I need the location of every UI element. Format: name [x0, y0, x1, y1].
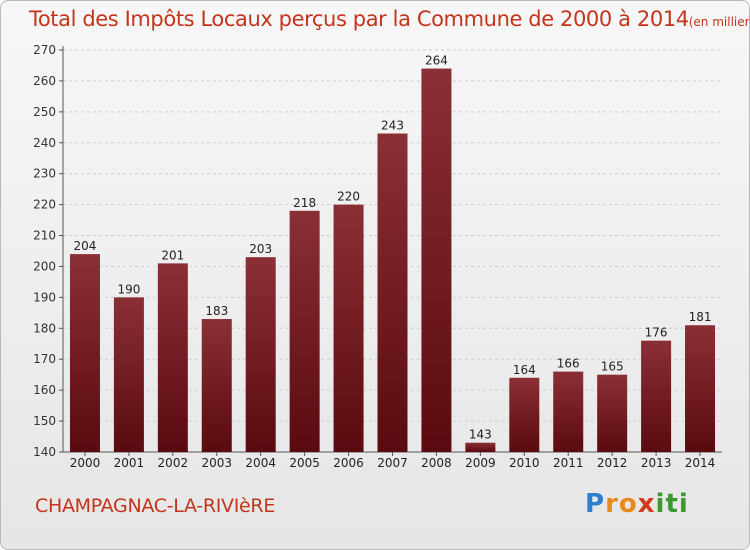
- x-tick-label: 2007: [377, 456, 408, 470]
- y-tick-label: 200: [33, 259, 56, 273]
- bar: [289, 210, 320, 452]
- x-tick-label: 2006: [333, 456, 364, 470]
- x-tick-label: 2013: [641, 456, 672, 470]
- x-tick-label: 2004: [245, 456, 276, 470]
- logo-letter: P: [585, 489, 606, 519]
- bar: [597, 374, 628, 452]
- y-tick-label: 140: [33, 445, 56, 459]
- y-tick-label: 160: [33, 383, 56, 397]
- y-tick-label: 240: [33, 136, 56, 150]
- bar: [421, 68, 452, 453]
- bar: [509, 377, 540, 452]
- y-tick-label: 270: [33, 43, 56, 57]
- proxiti-logo: Proxiti: [585, 489, 689, 519]
- y-tick-label: 180: [33, 321, 56, 335]
- bar-value-label: 176: [645, 326, 668, 340]
- x-tick-label: 2005: [289, 456, 320, 470]
- y-tick-label: 260: [33, 74, 56, 88]
- bar: [641, 340, 672, 452]
- y-tick-label: 150: [33, 414, 56, 428]
- bar-value-label: 164: [513, 363, 536, 377]
- x-tick-label: 2014: [685, 456, 716, 470]
- x-tick-label: 2011: [553, 456, 584, 470]
- x-tick-label: 2000: [70, 456, 101, 470]
- title-unit: (en milliers d'€): [688, 15, 750, 29]
- x-tick-label: 2008: [421, 456, 452, 470]
- bar-value-label: 165: [601, 360, 624, 374]
- x-tick-label: 2009: [465, 456, 496, 470]
- bar-value-label: 143: [469, 428, 492, 442]
- bar-value-label: 243: [381, 118, 404, 132]
- bar: [245, 257, 276, 452]
- bar-value-label: 183: [205, 304, 228, 318]
- y-tick-label: 220: [33, 198, 56, 212]
- bar-value-label: 220: [337, 190, 360, 204]
- bar-value-label: 201: [161, 248, 184, 262]
- bar-value-label: 204: [74, 239, 97, 253]
- bar: [553, 371, 584, 452]
- y-tick-label: 190: [33, 290, 56, 304]
- bar: [201, 319, 232, 452]
- logo-letter: r: [605, 489, 619, 519]
- logo-letter: o: [618, 489, 638, 519]
- x-tick-label: 2003: [201, 456, 232, 470]
- bar-value-label: 190: [117, 282, 140, 296]
- logo-letter: i: [655, 489, 666, 519]
- bar-value-label: 166: [557, 357, 580, 371]
- bar-value-label: 264: [425, 54, 448, 68]
- title-text: Total des Impôts Locaux perçus par la Co…: [29, 7, 689, 31]
- logo-letter: x: [637, 489, 656, 519]
- y-tick-label: 170: [33, 352, 56, 366]
- logo-letter: t: [665, 489, 679, 519]
- bar: [377, 133, 408, 452]
- chart-title: Total des Impôts Locaux perçus par la Co…: [29, 7, 750, 31]
- bar-value-label: 203: [249, 242, 272, 256]
- x-tick-label: 2002: [158, 456, 189, 470]
- bar-value-label: 218: [293, 196, 316, 210]
- x-tick-label: 2012: [597, 456, 628, 470]
- bar: [69, 254, 100, 452]
- y-tick-label: 210: [33, 229, 56, 243]
- bar: [465, 442, 496, 452]
- bar: [333, 204, 364, 452]
- logo-letter: i: [678, 489, 689, 519]
- y-tick-label: 230: [33, 167, 56, 181]
- y-tick-label: 250: [33, 105, 56, 119]
- commune-name: CHAMPAGNAC-LA-RIVIèRE: [35, 495, 276, 517]
- bar: [113, 297, 144, 452]
- bar: [685, 325, 716, 452]
- x-tick-label: 2001: [114, 456, 145, 470]
- bar: [157, 263, 188, 452]
- x-tick-label: 2010: [509, 456, 540, 470]
- bar-value-label: 181: [689, 310, 712, 324]
